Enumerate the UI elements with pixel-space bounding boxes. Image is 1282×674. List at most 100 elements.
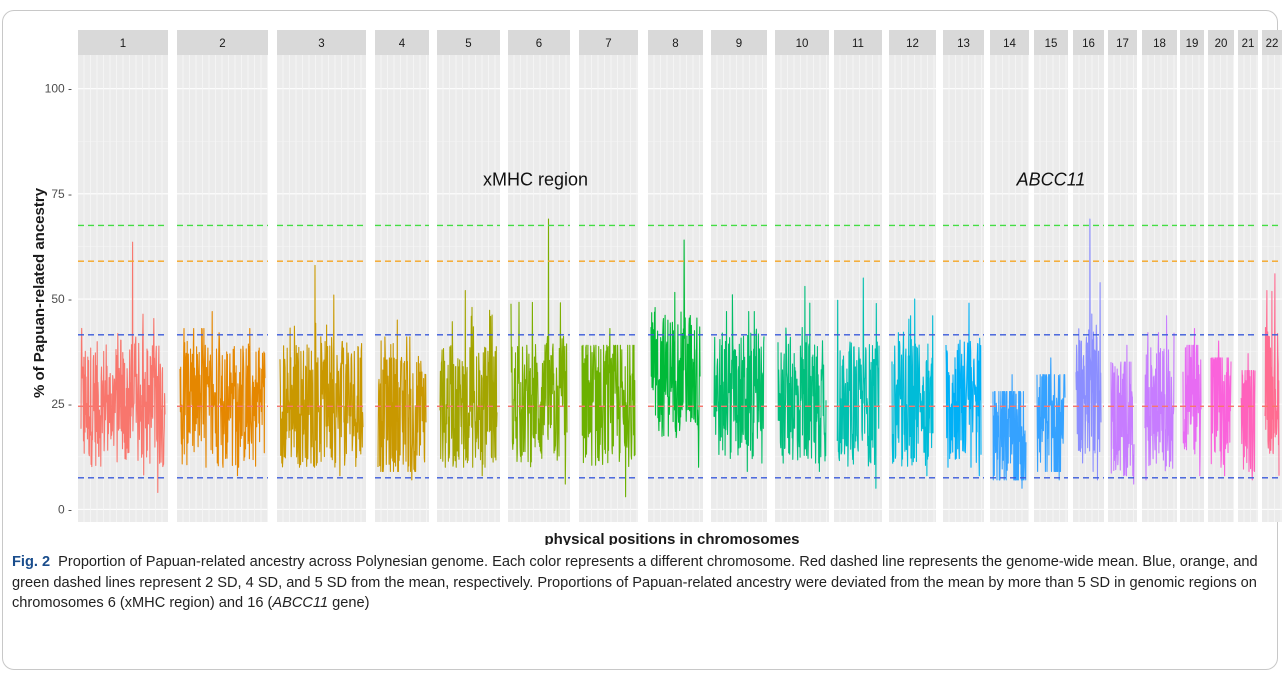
strip-label: 11 [852, 38, 864, 50]
facet-panel: 14 [990, 30, 1029, 522]
series-line [1182, 327, 1202, 477]
strip-background [1208, 30, 1234, 55]
x-axis-title: physical positions in chromosomes [544, 531, 799, 545]
strip-background [889, 30, 936, 55]
strip-label: 17 [1116, 38, 1129, 50]
series-line [1110, 344, 1135, 485]
y-tick-label: 100 - [45, 82, 72, 96]
series-line [377, 319, 427, 481]
series-line [1144, 315, 1175, 481]
series-line [836, 277, 880, 489]
strip-background [277, 30, 366, 55]
facet-panel: 9 [711, 30, 767, 522]
y-tick-label: 25 - [51, 397, 72, 411]
facet-panel: 8 [648, 30, 703, 522]
caption-gene: ABCC11 [272, 595, 329, 611]
strip-background [579, 30, 638, 55]
panel-background [648, 55, 703, 522]
strip-label: 14 [1003, 38, 1016, 50]
strip-background [943, 30, 984, 55]
facet-panel: 18 [1142, 30, 1177, 522]
series-line [581, 327, 636, 498]
series-line [945, 302, 982, 477]
strip-background [1180, 30, 1204, 55]
strip-label: 7 [605, 38, 611, 50]
strip-background [648, 30, 703, 55]
facet-panel: 19 [1180, 30, 1204, 522]
strip-label: 21 [1242, 38, 1255, 50]
facet-panel: 16 [1073, 30, 1104, 522]
strip-label: 12 [906, 38, 919, 50]
facet-panel: 7 [579, 30, 638, 522]
facet-panels: 1 2 3 4 5 6 7 8 9 10 11 12 13 14 15 16 17 18 19 20 21 22 [78, 30, 1282, 522]
strip-background [1238, 30, 1258, 55]
chart: % of Papuan-related ancestry physical po… [31, 30, 1282, 545]
y-tick-label: 75 - [51, 187, 72, 201]
facet-panel: 4 [375, 30, 429, 522]
figure-label: Fig. 2 [12, 554, 51, 570]
facet-panel: 10 [775, 30, 829, 522]
series-line [80, 241, 166, 494]
series-line [777, 285, 827, 473]
caption-text-end: gene) [328, 595, 370, 611]
strip-label: 4 [399, 38, 406, 50]
facet-panel: 15 [1034, 30, 1068, 522]
series-line [1075, 218, 1102, 481]
series-line [1036, 357, 1066, 481]
strip-background [1073, 30, 1104, 55]
strip-label: 15 [1045, 38, 1058, 50]
strip-label: 22 [1266, 38, 1279, 50]
annotation: xMHC region [483, 169, 588, 189]
strip-background [177, 30, 268, 55]
strip-background [1108, 30, 1137, 55]
y-axis-title: % of Papuan-related ancestry [31, 187, 48, 398]
series-line [713, 294, 765, 473]
strip-background [1262, 30, 1282, 55]
reference-lines [78, 224, 1282, 479]
facet-panel: 17 [1108, 30, 1137, 522]
strip-label: 3 [318, 38, 324, 50]
y-axis-ticks: 0 - 25 - 50 - 75 - 100 - [45, 82, 72, 517]
facet-panel: 1 [78, 30, 168, 522]
strip-background [711, 30, 767, 55]
strip-label: 9 [736, 38, 742, 50]
strip-label: 6 [536, 38, 542, 50]
facet-panel: 11 [834, 30, 882, 522]
strip-background [508, 30, 570, 55]
series-line [1210, 340, 1232, 477]
strip-label: 5 [465, 38, 471, 50]
series-line [891, 298, 934, 477]
series-line [439, 290, 498, 477]
panel-background [1142, 55, 1177, 522]
annotation: ABCC11 [1016, 169, 1086, 189]
facet-panel: 20 [1208, 30, 1234, 522]
strip-background [375, 30, 429, 55]
facet-panel: 21 [1238, 30, 1258, 522]
strip-label: 20 [1215, 38, 1228, 50]
facet-panel: 6 [508, 30, 570, 522]
y-tick-label: 50 - [51, 292, 72, 306]
series-line [279, 264, 364, 477]
strip-label: 2 [219, 38, 225, 50]
strip-background [834, 30, 882, 55]
facet-panel: 22 [1262, 30, 1282, 522]
facet-panel: 2 [177, 30, 268, 522]
figure-caption: Fig. 2 Proportion of Papuan-related ances… [12, 552, 1262, 614]
strip-label: 13 [957, 38, 970, 50]
series-line [510, 218, 568, 485]
strip-background [437, 30, 500, 55]
series-line [650, 239, 701, 468]
y-tick-label: 0 - [58, 502, 72, 516]
strip-background [78, 30, 168, 55]
facet-panel: 3 [277, 30, 366, 522]
annotations: xMHC region ABCC11 [483, 169, 1085, 189]
strip-label: 19 [1186, 38, 1199, 50]
series-line [1264, 273, 1280, 476]
strip-label: 10 [796, 38, 809, 50]
strip-background [990, 30, 1029, 55]
strip-background [775, 30, 829, 55]
series-line [179, 311, 266, 477]
strip-label: 18 [1153, 38, 1166, 50]
facet-panel: 13 [943, 30, 984, 522]
facet-panel: 5 [437, 30, 500, 522]
